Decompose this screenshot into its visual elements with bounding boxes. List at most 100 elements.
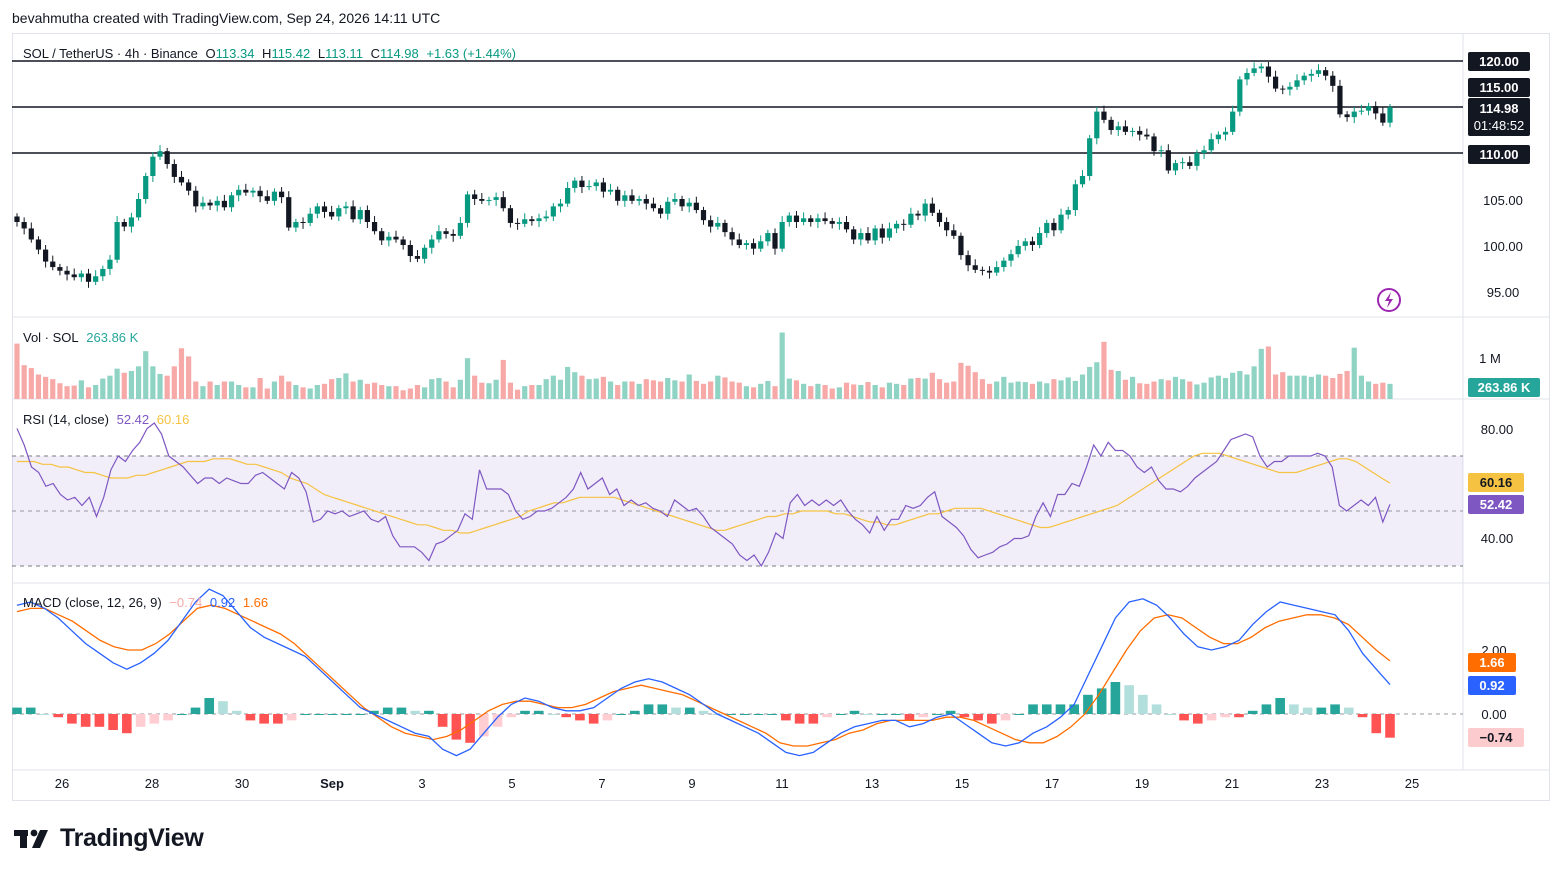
attribution: bevahmutha created with TradingView.com,… (12, 10, 441, 26)
candle-body (457, 222, 463, 236)
candle-body (979, 269, 985, 271)
volume-bar (944, 382, 950, 399)
candle-body (371, 222, 378, 232)
volume-bar (972, 372, 978, 399)
open-value: 113.34 (215, 46, 255, 61)
volume-bar (908, 378, 914, 399)
macd-hist-bar (671, 707, 681, 714)
volume-bar (750, 387, 757, 399)
volume-bar (1358, 375, 1364, 399)
macd-hist-bar (1302, 707, 1313, 714)
volume-bar (150, 366, 156, 399)
volume-bar (1222, 378, 1229, 399)
macd-hist-bar (451, 714, 462, 740)
macd-hist-bar (1069, 704, 1080, 714)
low-value: 113.11 (325, 46, 363, 61)
macd-signal-line (16, 604, 1391, 747)
volume-bar (236, 385, 242, 399)
rsi-badge-text: 52.42 (1480, 497, 1513, 512)
candle-body (1387, 107, 1393, 123)
volume-bar (572, 372, 578, 399)
candle-body (1072, 184, 1078, 211)
candle-body (1308, 73, 1314, 76)
volume-bar (1108, 369, 1114, 399)
macd-hist-bar (904, 714, 915, 721)
candle-body (507, 208, 514, 223)
candle-body (121, 222, 127, 227)
volume-bar (300, 387, 306, 399)
candle-body (329, 211, 335, 217)
macd-hist-bar (231, 710, 242, 714)
macd-hist-bar (135, 714, 146, 727)
volume-bar (221, 381, 227, 399)
volume-bar (1144, 383, 1150, 399)
candle-body (1187, 162, 1193, 166)
volume-bar (450, 387, 456, 399)
countdown-text: 01:48:52 (1474, 118, 1525, 133)
macd-hist-bar (1124, 685, 1134, 714)
candle-body (1144, 134, 1150, 137)
candle-body (1272, 76, 1279, 89)
candle-body (1337, 85, 1343, 115)
x-tick: 13 (864, 776, 880, 791)
volume-bar (1294, 375, 1300, 399)
volume-bar (994, 381, 1000, 399)
brand-name: TradingView (60, 824, 204, 852)
volume-label: Vol · SOL (23, 330, 79, 345)
macd-hist-bar (176, 714, 187, 715)
candle-body (693, 202, 699, 211)
volume-bar (901, 385, 907, 399)
volume-bar (278, 375, 285, 399)
macd-hist-bar (1192, 714, 1203, 724)
macd-hist-bar (616, 714, 626, 715)
rsi-badge (1468, 495, 1524, 514)
macd-hist-bar (959, 714, 970, 718)
macd-hist-bar (726, 714, 736, 715)
volume-bar (1208, 377, 1214, 399)
volume-bar (1387, 383, 1393, 399)
macd-hist-bar (355, 714, 366, 715)
volume-bar (429, 379, 435, 399)
candle-body (422, 247, 428, 259)
volume-bar (672, 380, 678, 399)
brand[interactable]: TradingView (14, 824, 204, 853)
candle-body (1323, 70, 1329, 76)
volume-bar (1165, 380, 1171, 399)
candle-body (1122, 126, 1129, 132)
volume-bar (78, 380, 84, 399)
volume-bar (28, 368, 34, 399)
macd-hist-bar (53, 714, 63, 718)
volume-bar (851, 384, 857, 399)
candles (14, 61, 1393, 288)
candle-body (936, 212, 943, 222)
volume-bar (507, 382, 514, 399)
macd-hist-bar (520, 710, 530, 714)
volume-bar (793, 380, 800, 399)
main-legend: SOL / TetherUS · 4h · Binance O113.34 H1… (23, 46, 516, 61)
candle-body (336, 208, 342, 217)
lightning-icon[interactable] (1377, 288, 1401, 312)
macd-hist-bar (630, 710, 640, 714)
macd-hist-bar (575, 714, 585, 721)
chart-frame (12, 33, 1550, 801)
candle-body (271, 191, 278, 201)
volume-bar (1323, 375, 1329, 399)
candle-body (579, 180, 585, 188)
volume-legend: Vol · SOL 263.86 K (23, 330, 142, 345)
candle-body (364, 210, 371, 222)
candle-body (221, 200, 227, 208)
candle-body (843, 222, 850, 230)
x-tick: 7 (598, 776, 606, 791)
candle-body (708, 220, 714, 227)
volume-bar (1180, 379, 1186, 399)
candle-body (629, 195, 635, 201)
candle-body (1208, 139, 1214, 151)
macd-hist-bar (1110, 682, 1121, 714)
candle-body (78, 273, 84, 278)
volume-bar (250, 387, 256, 399)
candle-body (679, 199, 685, 207)
level-110-badge (1468, 145, 1530, 164)
volume-bar (243, 387, 249, 399)
candle-body (479, 199, 485, 201)
